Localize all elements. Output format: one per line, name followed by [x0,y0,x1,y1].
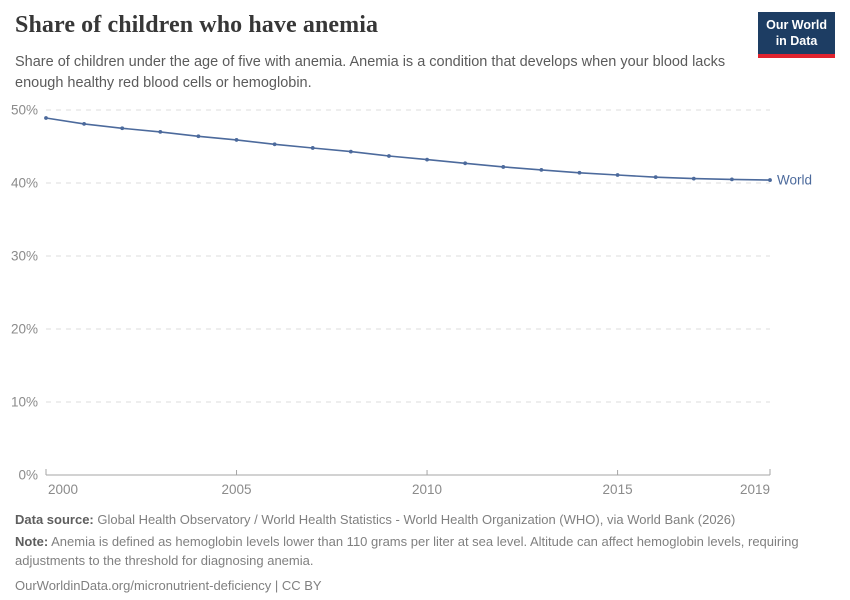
y-tick-label-30: 30% [11,249,38,264]
data-point-2019[interactable] [768,178,772,182]
x-tick-label-2010: 2010 [412,482,442,497]
y-tick-label-50: 50% [11,103,38,118]
line-chart-svg[interactable]: 0% 10% 20% 30% 40% 50% 2000 2005 2010 2015 2019 Wor… [0,95,850,505]
data-point-2017[interactable] [691,176,696,181]
owid-logo-line1: Our World [766,18,827,32]
license-row: OurWorldinData.org/micronutrient-deficie… [15,577,830,595]
data-source-text: Global Health Observatory / World Health… [97,512,736,527]
owid-logo-line2: in Data [775,34,818,49]
data-point-2003[interactable] [158,130,163,134]
license-text: CC BY [281,578,322,594]
data-point-2008[interactable] [348,149,353,154]
y-tick-label-0: 0% [18,468,38,483]
x-tick-label-2019: 2019 [740,482,770,497]
note-text: Anemia is defined as hemoglobin levels l… [15,534,799,568]
data-point-2010[interactable] [425,157,429,162]
y-tick-label-10: 10% [11,395,38,410]
chart-footer: Data source: Global Health Observatory /… [15,511,830,596]
y-tick-label-40: 40% [11,176,38,191]
data-point-2004[interactable] [196,134,201,139]
y-tick-label-20: 20% [11,322,38,337]
data-point-2015[interactable] [615,173,620,177]
data-point-2011[interactable] [463,161,468,166]
chart-title: Share of children who have anemia [15,12,379,38]
data-point-2007[interactable] [310,146,315,150]
data-point-2014[interactable] [577,170,582,175]
data-point-2006[interactable] [272,142,277,147]
x-tick-label-2000: 2000 [48,482,78,497]
data-point-2013[interactable] [539,167,544,172]
chart-subtitle: Share of children under the age of five … [15,54,726,92]
data-point-2012[interactable] [501,165,506,169]
data-point-2005[interactable] [234,138,239,142]
note-row: Note: Anemia is defined as hemoglobin le… [15,533,830,570]
series-line-world[interactable] [45,117,771,181]
data-point-2016[interactable] [653,175,658,180]
data-point-2000[interactable] [44,116,48,120]
chart-canvas[interactable]: 0% 10% 20% 30% 40% 50% 2000 2005 2010 2015 2019 Wor… [0,95,850,505]
data-point-2002[interactable] [120,126,125,131]
license-separator: | [271,578,282,594]
x-tick-label-2005: 2005 [222,482,252,497]
series-end-label-world[interactable]: World [777,173,812,188]
data-point-2009[interactable] [387,154,391,158]
data-source-label: Data source: [15,512,94,527]
owid-url-link[interactable]: OurWorldinData.org/micronutrient-deficie… [15,578,272,594]
data-source-row: Data source: Global Health Observatory /… [15,511,830,529]
note-label: Note: [15,534,49,550]
data-point-2018[interactable] [729,177,734,182]
data-point-2001[interactable] [82,121,87,126]
owid-logo: Our World in Data [758,12,835,58]
x-tick-label-2015: 2015 [603,482,633,497]
